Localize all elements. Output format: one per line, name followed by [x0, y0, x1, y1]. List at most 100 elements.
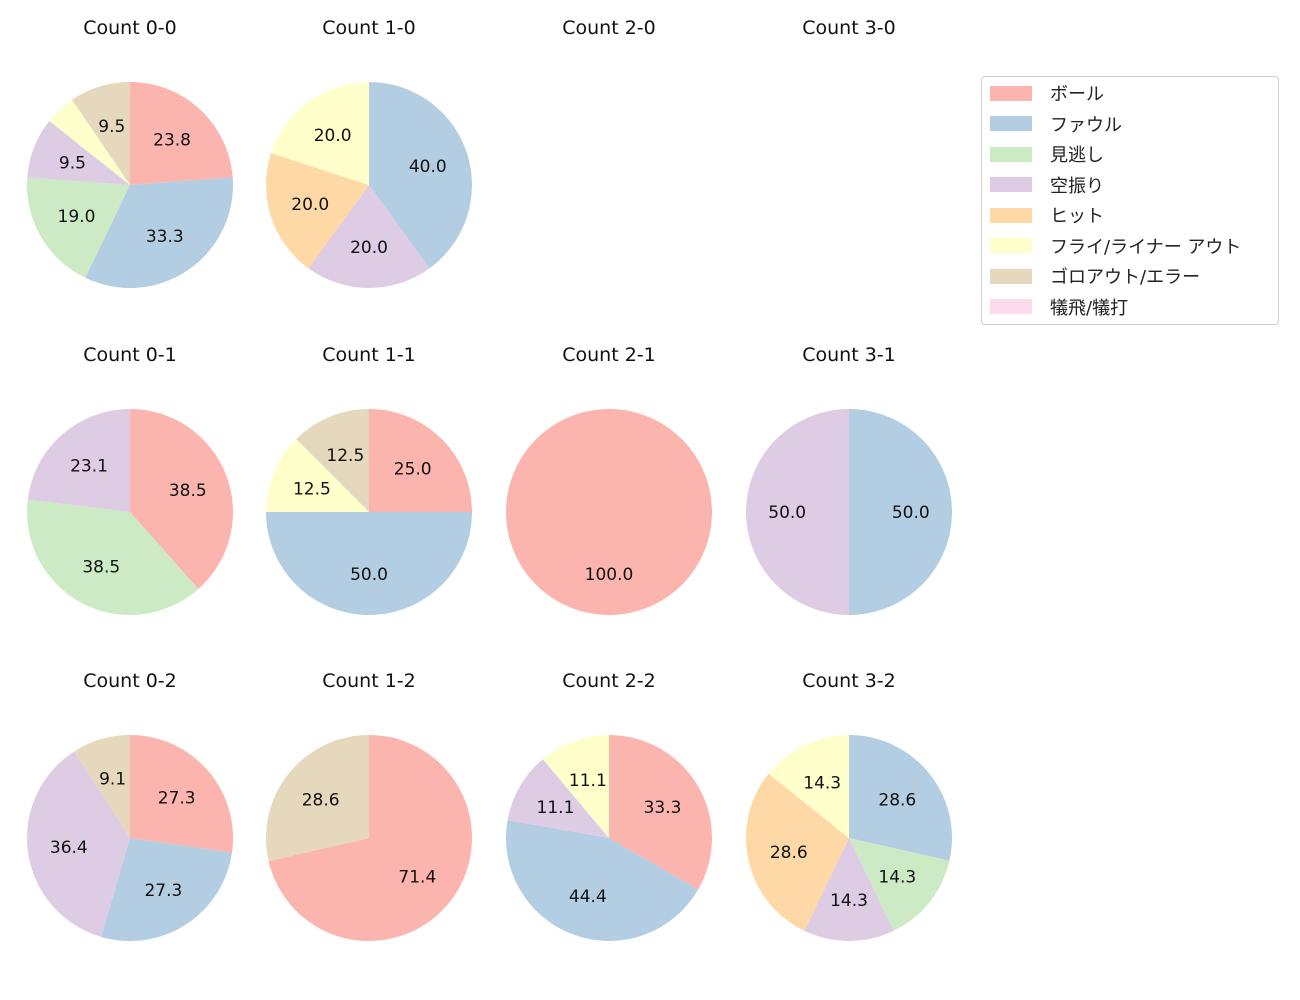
slice-label: 19.0 — [58, 207, 96, 227]
pie-slice — [768, 735, 849, 838]
legend-swatch — [990, 299, 1032, 314]
slice-label: 38.5 — [82, 558, 120, 578]
pie-slice — [804, 838, 894, 941]
pie-slice — [506, 820, 699, 942]
pie-panel: Count 3-2 28.6 14.3 14.3 28.6 14.3 — [746, 670, 952, 941]
pie-title: Count 0-1 — [83, 344, 177, 366]
pie-slice — [26, 499, 199, 616]
pie-slice — [268, 735, 472, 941]
pie-slice — [265, 735, 369, 862]
slice-label: 25.0 — [394, 459, 432, 479]
pie-slice — [849, 735, 952, 861]
legend-item: フライ/ライナー アウト — [990, 236, 1242, 258]
slice-label: 23.1 — [70, 457, 108, 477]
pie-title: Count 0-2 — [83, 670, 177, 692]
slice-label: 36.4 — [50, 838, 88, 858]
pie-slice — [746, 773, 849, 931]
slice-label: 50.0 — [892, 503, 930, 523]
pie-slice — [130, 735, 233, 853]
legend-item: 見逃し — [990, 144, 1104, 166]
pie-title: Count 2-2 — [562, 670, 656, 692]
legend-swatch — [990, 268, 1032, 284]
legend-item: ボール — [990, 83, 1104, 105]
pie-slice — [72, 82, 130, 185]
slice-label: 20.0 — [350, 238, 388, 258]
pie-slice — [746, 409, 849, 615]
slice-label: 100.0 — [585, 565, 634, 585]
slice-label: 20.0 — [314, 126, 352, 146]
pie-title: Count 1-0 — [322, 17, 416, 39]
slice-label: 9.1 — [99, 770, 126, 790]
pie-title: Count 0-0 — [83, 17, 177, 39]
pie-slice — [266, 439, 369, 512]
pie-slice — [369, 82, 472, 269]
pie-title: Count 1-2 — [322, 670, 416, 692]
slice-label: 14.3 — [878, 868, 916, 888]
pie-slice — [507, 759, 609, 838]
pie-slice — [130, 409, 233, 590]
slice-label: 50.0 — [768, 503, 806, 523]
legend-swatch — [990, 146, 1032, 162]
legend-item: ファウル — [990, 114, 1122, 136]
legend-label: ボール — [1050, 84, 1104, 105]
pie-panel: Count 3-1 50.0 50.0 — [746, 344, 952, 615]
legend-swatch — [990, 207, 1032, 223]
pie-slice — [266, 512, 472, 615]
pie-panel: Count 3-0 — [802, 17, 896, 39]
pie-slice — [266, 153, 369, 269]
slice-label: 14.3 — [830, 891, 868, 911]
pie-slice — [849, 409, 952, 615]
legend: ボールファウル見逃し空振りヒットフライ/ライナー アウト ゴロアウト/エラー 犠飛/… — [981, 76, 1279, 325]
pie-slice — [49, 99, 130, 185]
legend-label: 空振り — [1050, 175, 1104, 197]
pie-title: Count 3-0 — [802, 17, 896, 39]
slice-label: 14.3 — [803, 773, 841, 793]
slice-label: 20.0 — [291, 195, 329, 215]
slice-label: 33.3 — [644, 798, 682, 818]
pie-panel: Count 1-1 25.0 50.0 12.5 12.5 — [266, 344, 472, 615]
pie-slice — [296, 409, 369, 512]
slice-label: 71.4 — [398, 867, 436, 887]
legend-label: ゴロアウト/エラー — [1050, 267, 1201, 288]
legend-label: 犠飛/犠打 — [1050, 297, 1129, 319]
slice-label: 9.5 — [59, 153, 86, 173]
slice-label: 28.6 — [302, 791, 340, 811]
legend-label: ファウル — [1050, 114, 1122, 136]
legend-item: 犠飛/犠打 — [990, 297, 1129, 319]
pie-panel: Count 2-1 100.0 — [506, 344, 712, 615]
pie-slice — [27, 120, 130, 185]
pie-panel: Count 0-2 27.3 27.3 36.4 9.1 — [27, 670, 233, 941]
pie-slice — [369, 409, 472, 512]
pie-slice — [506, 409, 712, 615]
slice-label: 27.3 — [144, 881, 182, 901]
legend-label: ヒット — [1050, 206, 1104, 227]
legend-item: ヒット — [990, 205, 1104, 227]
legend-swatch — [990, 177, 1032, 192]
pie-slice — [609, 735, 712, 890]
pie-panel: Count 0-1 38.5 38.5 23.1 — [26, 344, 233, 616]
pie-slice — [271, 82, 369, 185]
slice-label: 28.6 — [770, 843, 808, 863]
pie-panel: Count 0-0 23.8 33.3 19.0 9.5 9.5 — [27, 17, 233, 288]
pie-slice — [27, 177, 130, 278]
slice-label: 38.5 — [169, 481, 207, 501]
slice-label: 33.3 — [146, 227, 184, 247]
pie-title: Count 3-1 — [802, 344, 896, 366]
pie-title: Count 3-2 — [802, 670, 896, 692]
pie-slice — [849, 838, 950, 931]
legend-label: フライ/ライナー アウト — [1050, 236, 1242, 258]
pie-slice — [130, 82, 233, 185]
legend-swatch — [990, 116, 1032, 131]
pie-panel: Count 1-2 71.4 28.6 — [265, 670, 472, 941]
slice-label: 23.8 — [153, 131, 191, 151]
slice-label: 44.4 — [569, 887, 607, 907]
pie-panel: Count 2-0 — [562, 17, 656, 39]
pie-slice — [542, 735, 609, 838]
slice-label: 11.1 — [569, 771, 607, 791]
slice-label: 12.5 — [293, 479, 331, 499]
pie-title: Count 2-0 — [562, 17, 656, 39]
pie-panel: Count 1-0 40.0 20.0 20.0 20.0 — [266, 17, 472, 288]
slice-label: 50.0 — [350, 565, 388, 585]
pie-slice — [100, 838, 232, 941]
